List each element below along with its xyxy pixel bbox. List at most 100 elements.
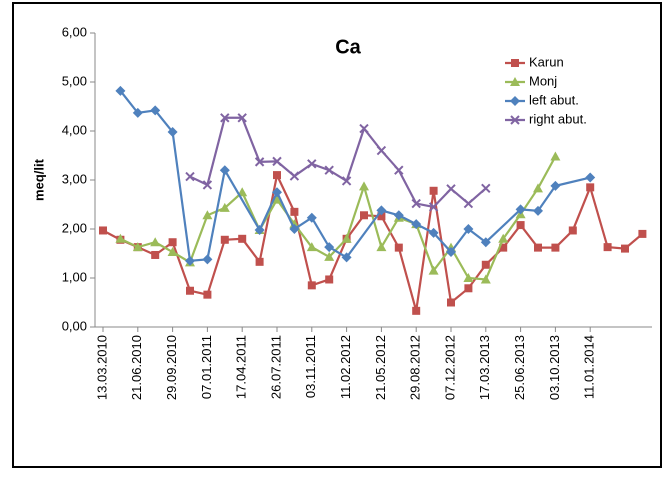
data-point (480, 237, 491, 248)
x-tick-label: 26.07.2011 (268, 335, 283, 399)
data-point (289, 171, 300, 181)
data-point (219, 202, 230, 212)
data-point (586, 183, 595, 192)
data-point (463, 273, 474, 282)
legend-marker (510, 77, 520, 86)
data-point (480, 274, 491, 284)
data-point (202, 254, 213, 265)
data-point (533, 205, 543, 216)
data-point (376, 242, 387, 252)
data-point (115, 233, 126, 243)
data-point (254, 157, 265, 167)
data-point (498, 233, 509, 243)
data-point (238, 234, 247, 243)
data-point (324, 165, 334, 175)
data-point (447, 298, 455, 307)
y-tick-label: 5,00 (62, 73, 87, 88)
data-point (132, 242, 143, 252)
data-point (428, 227, 439, 238)
x-tick-label: 25.06.2013 (512, 335, 527, 400)
data-point (341, 233, 352, 243)
data-point (550, 151, 561, 161)
data-point (167, 126, 178, 137)
data-point (376, 205, 387, 216)
data-point (255, 257, 264, 266)
data-point (220, 113, 230, 123)
data-point (585, 172, 596, 183)
gap-line (555, 176, 591, 187)
data-point (533, 183, 543, 193)
data-point (499, 243, 508, 252)
x-tick-label: 29.08.2012 (408, 335, 423, 400)
data-point (446, 247, 456, 258)
data-point (376, 145, 387, 156)
data-point (272, 194, 282, 204)
x-tick-label: 11.01.2014 (582, 335, 597, 399)
data-point (272, 187, 282, 198)
data-point (324, 251, 335, 261)
data-point (151, 250, 160, 259)
data-point (273, 171, 281, 180)
data-point (411, 219, 422, 230)
y-tick-label: 4,00 (62, 122, 87, 137)
data-point (185, 255, 195, 266)
y-tick-label: 0,00 (62, 318, 87, 333)
data-point (307, 159, 317, 169)
gap-line (223, 169, 261, 231)
x-tick-label: 03.11.2011 (303, 335, 318, 398)
data-point (463, 224, 474, 234)
legend-marker (511, 59, 519, 67)
data-point (290, 207, 299, 216)
chart-title: Ca (335, 36, 361, 58)
x-tick-label: 17.03.2013 (477, 335, 492, 400)
data-point (167, 247, 178, 257)
legend-label: right abut. (529, 111, 587, 126)
data-point (341, 176, 352, 186)
data-point (534, 243, 542, 252)
data-point (306, 242, 317, 252)
data-point (115, 85, 126, 96)
y-tick-label: 3,00 (62, 171, 87, 186)
data-point (638, 229, 647, 238)
x-tick-label: 29.09.2010 (164, 335, 179, 400)
data-point (99, 226, 107, 235)
data-point (464, 284, 473, 293)
gap-line (485, 208, 522, 244)
x-tick-label: 17.04.2011 (234, 335, 249, 399)
legend-marker (510, 96, 520, 106)
data-point (341, 252, 352, 263)
data-point (428, 265, 439, 275)
data-point (481, 183, 491, 194)
data-point (463, 198, 474, 209)
y-tick-label: 2,00 (62, 220, 87, 235)
data-point (429, 186, 438, 195)
data-point (359, 181, 369, 191)
data-point (203, 290, 212, 299)
x-tick-label: 21.06.2010 (129, 335, 144, 400)
data-point (150, 237, 161, 247)
x-tick-label: 21.05.2012 (373, 335, 388, 400)
data-point (132, 107, 143, 118)
data-point (289, 224, 300, 234)
data-point (412, 306, 421, 315)
data-point (377, 212, 386, 221)
data-point (306, 212, 317, 223)
data-point (393, 210, 404, 221)
x-tick-label: 03.10.2013 (547, 335, 562, 400)
data-point (481, 260, 490, 269)
data-point (603, 243, 612, 252)
data-point (272, 156, 282, 167)
data-point (515, 204, 526, 215)
data-point (621, 244, 629, 253)
data-point (394, 243, 403, 252)
legend-label: Monj (529, 73, 557, 88)
data-point (360, 211, 368, 220)
data-point (359, 123, 369, 134)
data-point (428, 202, 439, 212)
data-point (446, 184, 456, 194)
data-point (324, 242, 335, 253)
data-point (394, 165, 404, 175)
series-line (119, 155, 557, 281)
gap-line (345, 209, 383, 259)
y-tick-label: 6,00 (62, 24, 87, 39)
